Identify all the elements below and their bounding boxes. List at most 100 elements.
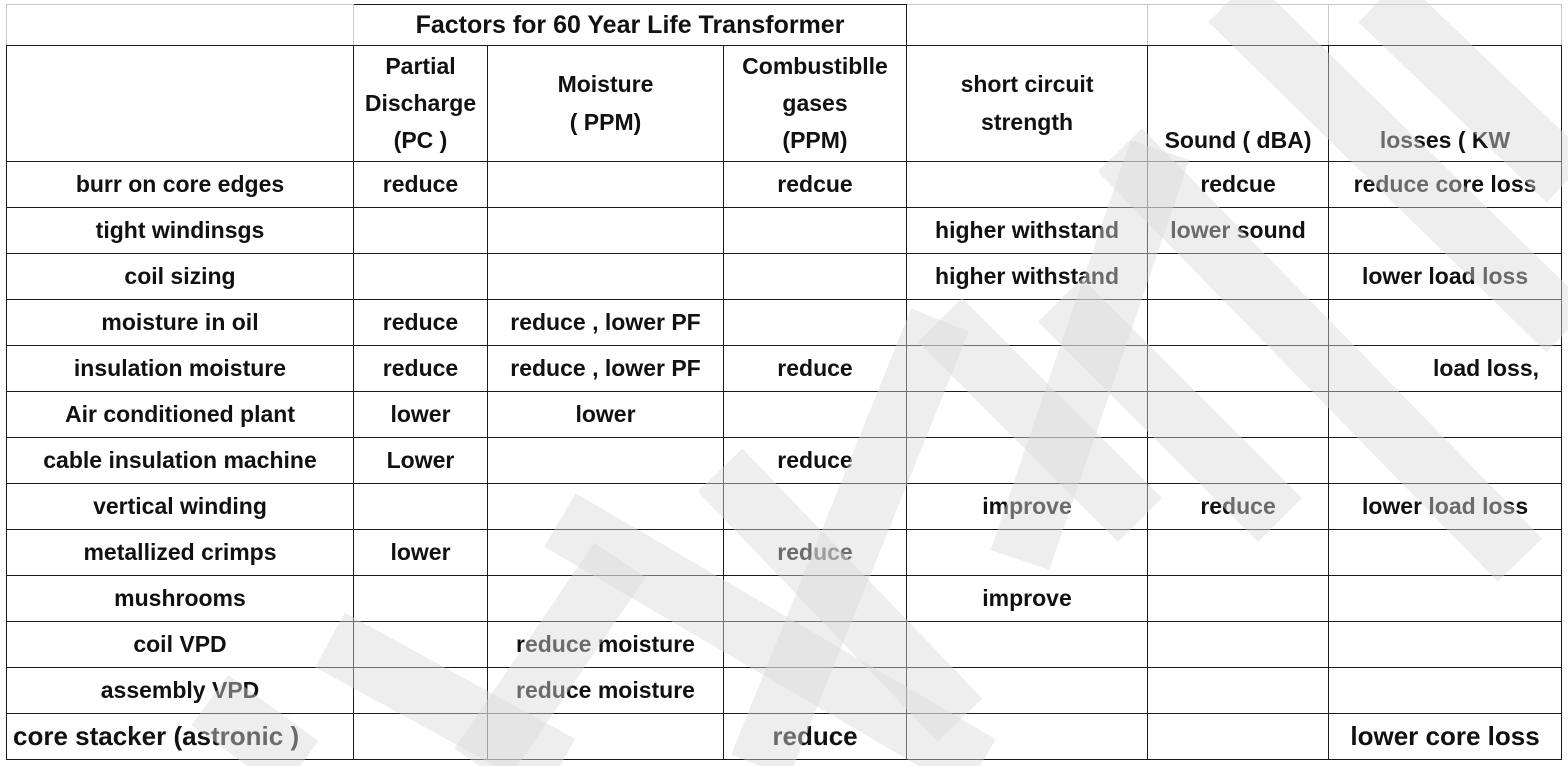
table-cell[interactable]: reduce , lower PF [487,345,724,392]
row-label[interactable]: tight windinsgs [6,207,354,254]
column-header[interactable]: short circuit strength [906,45,1149,162]
table-cell[interactable] [1328,667,1563,714]
table-cell[interactable] [906,529,1149,576]
table-cell[interactable] [1147,713,1330,760]
table-cell[interactable]: Lower [353,437,488,484]
title-blank-cell[interactable] [1328,4,1563,46]
row-label[interactable]: coil VPD [6,621,354,668]
table-cell[interactable]: reduce [353,299,488,346]
table-cell[interactable] [1147,253,1330,300]
table-cell[interactable]: reduce , lower PF [487,299,724,346]
table-cell[interactable]: reduce moisture [487,667,724,714]
table-cell[interactable] [353,713,488,760]
table-cell[interactable]: reduce [722,713,908,760]
table-cell[interactable] [487,713,724,760]
table-cell[interactable] [1328,207,1563,254]
table-cell[interactable] [722,575,908,622]
table-cell[interactable]: lower load loss [1328,483,1563,530]
table-cell[interactable] [1328,575,1563,622]
table-cell[interactable] [1328,437,1563,484]
table-cell[interactable] [906,437,1149,484]
table-cell[interactable]: improve [906,483,1149,530]
table-cell[interactable] [487,161,724,208]
table-cell[interactable] [487,529,724,576]
table-cell[interactable] [487,437,724,484]
table-cell[interactable] [1147,667,1330,714]
table-cell[interactable] [353,667,488,714]
table-cell[interactable]: reduce [722,437,908,484]
table-cell[interactable]: reduce core loss [1328,161,1563,208]
row-label[interactable]: insulation moisture [6,345,354,392]
column-header[interactable]: Sound ( dBA) [1147,45,1330,162]
table-cell[interactable] [1328,621,1563,668]
table-cell[interactable] [722,391,908,438]
table-cell[interactable]: lower load loss [1328,253,1563,300]
header-blank-cell[interactable] [6,45,354,162]
table-cell[interactable] [487,253,724,300]
table-cell[interactable]: reduce [353,161,488,208]
column-header[interactable]: Moisture( PPM) [487,45,724,162]
table-cell[interactable] [722,207,908,254]
table-cell[interactable] [353,575,488,622]
title-blank-cell[interactable] [1147,4,1330,46]
table-cell[interactable]: lower [353,529,488,576]
table-cell[interactable]: lower sound [1147,207,1330,254]
table-cell[interactable] [353,621,488,668]
table-cell[interactable] [1147,529,1330,576]
row-label[interactable]: burr on core edges [6,161,354,208]
row-label[interactable]: vertical winding [6,483,354,530]
table-cell[interactable] [1147,575,1330,622]
column-header[interactable]: losses ( KW [1328,45,1563,162]
table-cell[interactable] [906,713,1149,760]
row-label[interactable]: assembly VPD [6,667,354,714]
table-cell[interactable] [722,253,908,300]
table-cell[interactable] [1328,391,1563,438]
row-label[interactable]: mushrooms [6,575,354,622]
table-cell[interactable] [722,621,908,668]
table-cell[interactable] [906,621,1149,668]
table-cell[interactable]: reduce [722,345,908,392]
row-label[interactable]: metallized crimps [6,529,354,576]
table-cell[interactable]: load loss, [1328,345,1563,392]
table-cell[interactable]: higher withstand [906,207,1149,254]
table-cell[interactable] [722,667,908,714]
table-cell[interactable] [906,667,1149,714]
row-label[interactable]: moisture in oil [6,299,354,346]
row-label[interactable]: coil sizing [6,253,354,300]
table-cell[interactable]: reduce [722,529,908,576]
table-cell[interactable] [353,253,488,300]
table-cell[interactable] [1328,529,1563,576]
table-title[interactable]: Factors for 60 Year Life Transformer [352,4,908,46]
title-blank-cell[interactable] [6,4,354,46]
table-cell[interactable] [1147,437,1330,484]
table-cell[interactable] [1147,345,1330,392]
row-label[interactable]: cable insulation machine [6,437,354,484]
title-blank-cell[interactable] [906,4,1149,46]
table-cell[interactable] [906,345,1149,392]
table-cell[interactable] [1328,299,1563,346]
table-cell[interactable] [722,483,908,530]
table-cell[interactable] [906,299,1149,346]
table-cell[interactable] [906,391,1149,438]
table-cell[interactable] [1147,391,1330,438]
column-header[interactable]: Partial Discharge (PC ) [353,45,488,162]
table-cell[interactable]: lower [353,391,488,438]
table-cell[interactable]: improve [906,575,1149,622]
table-cell[interactable]: reduce [353,345,488,392]
table-cell[interactable]: reduce [1147,483,1330,530]
table-cell[interactable] [1147,299,1330,346]
column-header[interactable]: Combustiblle gases (PPM) [722,45,908,162]
table-cell[interactable]: redcue [1147,161,1330,208]
table-cell[interactable]: lower [487,391,724,438]
table-cell[interactable] [487,575,724,622]
table-cell[interactable]: lower core loss [1328,713,1563,760]
table-cell[interactable] [353,483,488,530]
table-cell[interactable]: reduce moisture [487,621,724,668]
table-cell[interactable]: higher withstand [906,253,1149,300]
row-label[interactable]: Air conditioned plant [6,391,354,438]
table-cell[interactable] [906,161,1149,208]
table-cell[interactable] [487,207,724,254]
table-cell[interactable] [353,207,488,254]
table-cell[interactable] [487,483,724,530]
row-label[interactable]: core stacker (astronic ) [6,713,354,760]
